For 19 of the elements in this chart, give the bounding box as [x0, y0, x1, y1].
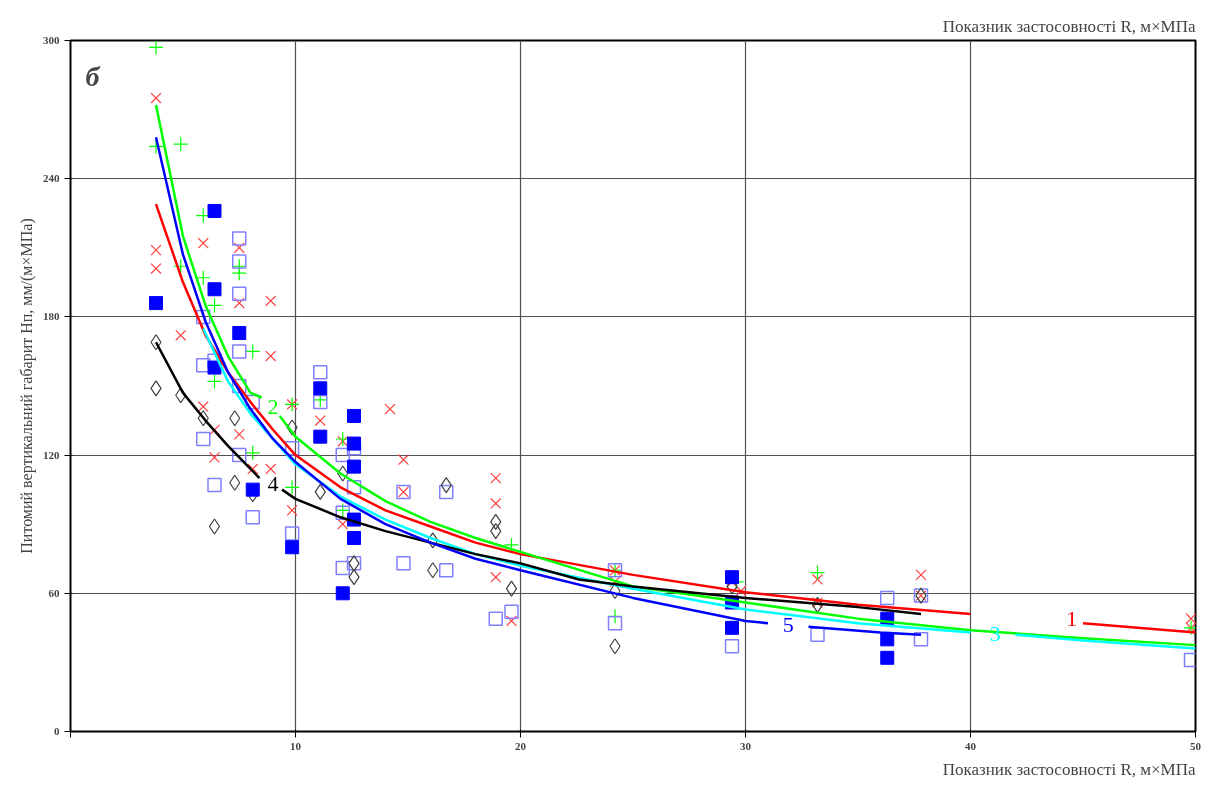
- y-tick-label: 300: [43, 34, 60, 46]
- x-axis-title: Показник застосовності R, м×МПа: [942, 759, 1196, 779]
- annotation: б: [85, 60, 101, 92]
- y-tick-label: 120: [43, 448, 60, 461]
- series-label: 5: [782, 611, 794, 637]
- x-tick-label: 20: [515, 739, 527, 752]
- series-label: 1: [1066, 605, 1078, 631]
- y-tick-label: 240: [43, 172, 60, 185]
- x-tick-label: 30: [740, 739, 752, 752]
- y-tick-label: 60: [48, 586, 60, 599]
- x-tick-label: 50: [1190, 739, 1202, 752]
- x-tick-label: 10: [290, 739, 302, 752]
- series-label: 4: [267, 470, 279, 496]
- series-label: 2: [267, 393, 279, 419]
- text: Показник застосовності R, м×МПа: [942, 16, 1196, 36]
- y-tick-label: 180: [43, 310, 60, 323]
- y-tick-label: 0: [54, 725, 60, 737]
- x-tick-label: 40: [965, 739, 977, 752]
- y-axis-title: Питомий вертикальний габарит Hп, мм/(м×МПа): [18, 218, 36, 554]
